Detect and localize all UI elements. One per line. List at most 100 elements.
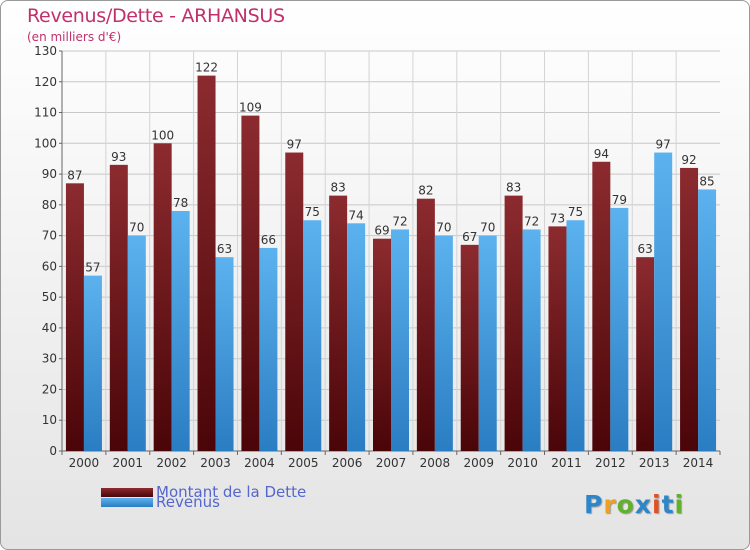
bar-dette-2009 [460,244,479,451]
value-label: 87 [67,168,82,182]
logo-letter: o [616,490,635,519]
y-tick-label: 20 [42,382,57,396]
bar-dette-2004 [241,115,260,451]
value-label: 70 [436,221,451,235]
bar-revenus-2013 [654,152,673,452]
value-label: 70 [480,221,495,235]
y-tick-label: 70 [42,229,57,243]
bar-dette-2008 [416,198,435,451]
y-tick-label: 0 [49,444,57,458]
bar-dette-2013 [636,257,655,451]
value-label: 63 [217,242,232,256]
bar-revenus-2000 [83,275,102,451]
value-label: 70 [129,221,144,235]
value-label: 94 [594,147,609,161]
y-tick-label: 110 [34,106,57,120]
bar-dette-2005 [285,152,304,452]
value-label: 75 [305,205,320,219]
bar-dette-2007 [373,238,391,451]
x-tick-label: 2000 [69,456,100,470]
chart-subtitle: (en milliers d'€) [27,30,122,44]
value-labels: 8757937010078122631096697758374697282706… [67,61,714,275]
bar-dette-2010 [504,195,523,451]
value-label: 66 [261,233,276,247]
bar-revenus-2011 [566,220,585,451]
x-tick-label: 2009 [463,456,494,470]
value-label: 83 [330,181,345,195]
bar-revenus-2005 [303,220,322,451]
value-label: 75 [568,205,583,219]
value-label: 79 [612,193,627,207]
legend-label-revenus: Revenus [156,493,220,511]
bar-revenus-2006 [347,223,366,451]
y-tick-label: 10 [42,413,57,427]
logo-letter: r [603,490,617,519]
bar-revenus-2003 [215,257,234,451]
logo-letter: i [652,490,662,519]
x-tick-label: 2005 [288,456,319,470]
bar-revenus-2014 [698,189,717,451]
value-label: 92 [681,153,696,167]
bar-revenus-2007 [391,229,409,451]
value-label: 100 [151,128,174,142]
y-tick-label: 90 [42,167,57,181]
value-label: 83 [506,181,521,195]
value-label: 72 [392,214,407,228]
value-label: 67 [462,230,477,244]
value-label: 69 [374,224,389,238]
x-tick-label: 2011 [551,456,582,470]
value-label: 57 [85,261,100,275]
x-tick-label: 2003 [200,456,231,470]
x-tick-label: 2007 [376,456,407,470]
bar-dette-2001 [109,164,128,451]
x-tick-label: 2013 [639,456,670,470]
value-label: 82 [418,184,433,198]
bar-dette-2011 [548,226,567,451]
value-label: 63 [638,242,653,256]
bar-revenus-2009 [478,235,497,451]
y-tick-label: 60 [42,259,57,273]
bar-dette-2002 [153,143,172,452]
value-label: 72 [524,214,539,228]
x-tick-label: 2004 [244,456,275,470]
value-label: 122 [195,61,218,75]
x-tick-label: 2006 [332,456,363,470]
bar-revenus-2004 [259,247,278,451]
legend-label-dette: Montant de la Dette [156,483,307,501]
y-tick-label: 50 [42,290,57,304]
value-label: 73 [550,211,565,225]
bar-revenus-2010 [522,229,541,451]
legend-swatch-revenus [101,498,153,507]
logo-letter: P [584,490,604,519]
bar-dette-2003 [197,75,216,451]
bar-revenus-2001 [127,235,146,451]
value-label: 78 [173,196,188,210]
y-tick-label: 40 [42,321,57,335]
bar-dette-2000 [65,183,84,452]
x-tick-label: 2014 [683,456,714,470]
y-tick-label: 130 [34,44,57,58]
value-label: 74 [348,208,363,222]
proxiti-logo: Proxiti [584,490,684,519]
y-tick-label: 80 [42,198,57,212]
bars [65,75,717,452]
bar-dette-2012 [592,161,611,451]
y-tick-label: 120 [34,75,57,89]
bar-revenus-2012 [610,207,629,451]
bar-dette-2006 [329,195,348,451]
value-label: 85 [699,174,714,188]
legend-swatch-dette [101,488,153,497]
value-label: 109 [239,101,262,115]
bar-dette-2014 [680,167,699,451]
x-tick-label: 2012 [595,456,626,470]
y-tick-label: 30 [42,352,57,366]
value-label: 97 [656,138,671,152]
x-tick-label: 2010 [507,456,538,470]
x-tick-label: 2008 [420,456,451,470]
logo-letter: t [661,490,675,519]
value-label: 93 [111,150,126,164]
y-tick-label: 100 [34,136,57,150]
value-label: 97 [287,138,302,152]
